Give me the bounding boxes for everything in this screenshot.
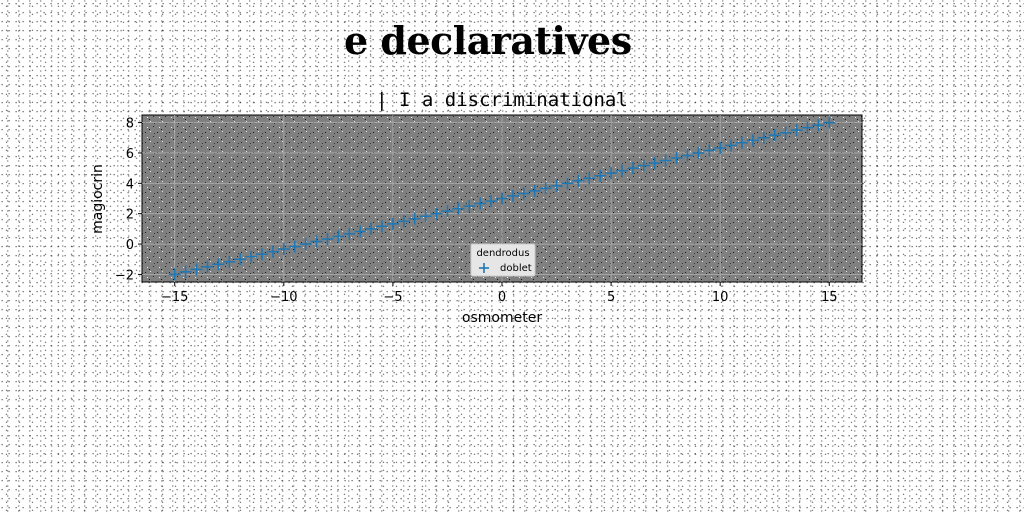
data-point bbox=[310, 235, 323, 248]
x-tick-label: 10 bbox=[712, 290, 729, 305]
data-point bbox=[736, 136, 748, 149]
data-point bbox=[496, 192, 508, 205]
data-points bbox=[168, 116, 836, 281]
x-tick-label: 15 bbox=[821, 290, 838, 305]
data-point bbox=[343, 227, 356, 240]
data-point bbox=[408, 212, 421, 225]
data-point bbox=[223, 255, 236, 268]
y-axis-ticks: −2 0 2 4 6 8 bbox=[115, 117, 142, 283]
data-point bbox=[365, 222, 378, 235]
legend-marker-icon bbox=[479, 263, 489, 273]
data-point bbox=[812, 119, 825, 132]
data-point bbox=[746, 134, 759, 147]
data-point bbox=[757, 131, 770, 144]
data-point bbox=[703, 144, 716, 157]
data-point bbox=[539, 182, 552, 195]
data-point bbox=[594, 169, 607, 182]
x-axis-ticks: −15 −10 −5 0 5 10 15 bbox=[161, 282, 838, 305]
y-tick-label: −2 bbox=[115, 268, 134, 283]
data-point bbox=[168, 268, 181, 281]
data-point bbox=[441, 205, 454, 218]
x-tick-label: 0 bbox=[498, 290, 506, 305]
data-point bbox=[397, 215, 410, 228]
data-point bbox=[506, 189, 519, 202]
data-point bbox=[561, 177, 574, 190]
data-point bbox=[256, 248, 268, 261]
data-point bbox=[681, 149, 694, 162]
data-point bbox=[485, 195, 498, 208]
legend: dendrodus doblet bbox=[470, 243, 536, 277]
data-point bbox=[266, 245, 279, 258]
data-point bbox=[299, 238, 312, 251]
data-point bbox=[714, 141, 727, 154]
data-point bbox=[332, 230, 345, 243]
data-point bbox=[583, 172, 596, 185]
y-tick-label: 8 bbox=[126, 117, 134, 132]
data-point bbox=[550, 179, 563, 192]
data-point bbox=[190, 263, 203, 276]
data-point bbox=[572, 174, 585, 187]
data-point bbox=[386, 217, 399, 230]
y-tick-label: 6 bbox=[126, 147, 134, 162]
data-point bbox=[419, 210, 432, 223]
y-tick-label: 2 bbox=[126, 208, 134, 223]
x-tick-label: −15 bbox=[161, 290, 188, 305]
data-point bbox=[376, 220, 388, 233]
data-point bbox=[659, 154, 672, 167]
data-point bbox=[234, 253, 247, 266]
data-point bbox=[616, 164, 628, 177]
page-title: e declaratives bbox=[344, 18, 632, 63]
x-axis-label: osmometer bbox=[462, 310, 542, 326]
legend-entry-label: doblet bbox=[500, 263, 532, 274]
data-point bbox=[517, 187, 530, 200]
data-point bbox=[179, 265, 192, 278]
data-point bbox=[637, 159, 650, 172]
data-point bbox=[245, 250, 258, 263]
data-point bbox=[626, 162, 639, 175]
data-point bbox=[452, 202, 465, 215]
data-point bbox=[670, 151, 683, 164]
legend-title: dendrodus bbox=[476, 248, 529, 259]
data-point bbox=[801, 121, 814, 134]
data-point bbox=[779, 126, 792, 139]
data-point bbox=[288, 240, 301, 253]
data-point bbox=[321, 233, 334, 246]
data-point bbox=[768, 129, 781, 142]
data-point bbox=[201, 260, 214, 273]
data-point bbox=[823, 116, 836, 129]
data-point bbox=[605, 167, 618, 180]
data-point bbox=[463, 200, 476, 213]
data-point bbox=[692, 146, 705, 159]
data-point bbox=[277, 243, 290, 256]
data-point bbox=[354, 225, 367, 238]
x-tick-label: −10 bbox=[270, 290, 297, 305]
data-point bbox=[474, 197, 487, 210]
x-tick-label: −5 bbox=[383, 290, 402, 305]
x-tick-label: 5 bbox=[607, 290, 615, 305]
data-point bbox=[790, 124, 803, 137]
data-point bbox=[430, 207, 443, 220]
data-point bbox=[648, 157, 661, 170]
y-tick-label: 4 bbox=[126, 177, 134, 192]
y-tick-label: 0 bbox=[126, 238, 134, 253]
data-point bbox=[212, 258, 225, 271]
chart-title: | I a discriminational bbox=[376, 89, 628, 111]
data-point bbox=[528, 184, 541, 197]
y-axis-label: magiocrin bbox=[90, 164, 106, 234]
data-point bbox=[725, 139, 738, 152]
